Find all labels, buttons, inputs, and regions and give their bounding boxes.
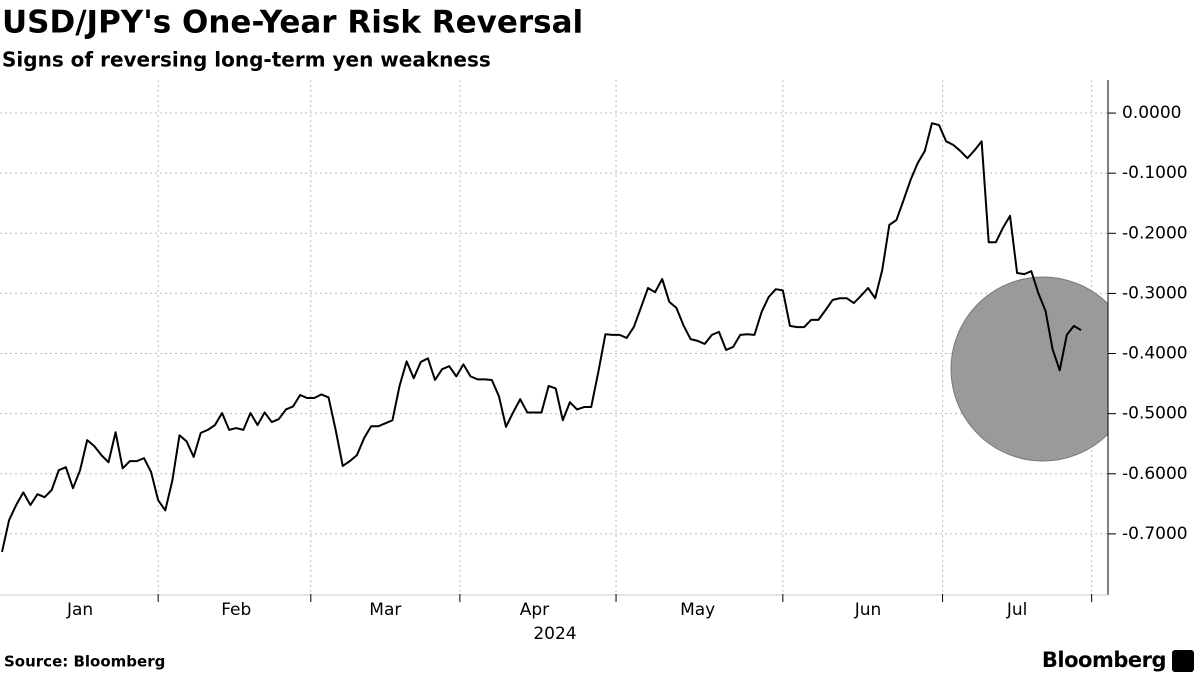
brand-icon — [1172, 650, 1194, 672]
highlight-circle — [950, 276, 1108, 462]
y-tick-label: -0.4000 — [1122, 344, 1188, 364]
y-tick-label: -0.1000 — [1122, 163, 1188, 183]
chart-title: USD/JPY's One-Year Risk Reversal — [2, 5, 583, 41]
y-tick-label: -0.3000 — [1122, 283, 1188, 303]
y-tick-label: -0.5000 — [1122, 404, 1188, 424]
brand: Bloomberg — [1042, 648, 1166, 672]
y-tick-label: -0.7000 — [1122, 524, 1188, 544]
y-tick-label: 0.0000 — [1122, 103, 1181, 123]
source: Source: Bloomberg — [4, 653, 165, 671]
x-tick-label: Jun — [854, 600, 882, 620]
x-tick-label: Mar — [369, 600, 401, 620]
x-axis-label: 2024 — [533, 624, 576, 644]
y-tick-label: -0.2000 — [1122, 223, 1188, 243]
x-tick-label: May — [680, 600, 715, 620]
x-tick-label: Feb — [221, 600, 251, 620]
x-tick-label: Jan — [66, 600, 93, 620]
data-line — [1, 122, 1082, 553]
x-tick-label: Jul — [1006, 600, 1028, 620]
y-tick-label: -0.6000 — [1122, 464, 1188, 484]
chart-subtitle: Signs of reversing long-term yen weaknes… — [2, 48, 491, 72]
x-tick-label: Apr — [520, 600, 549, 620]
